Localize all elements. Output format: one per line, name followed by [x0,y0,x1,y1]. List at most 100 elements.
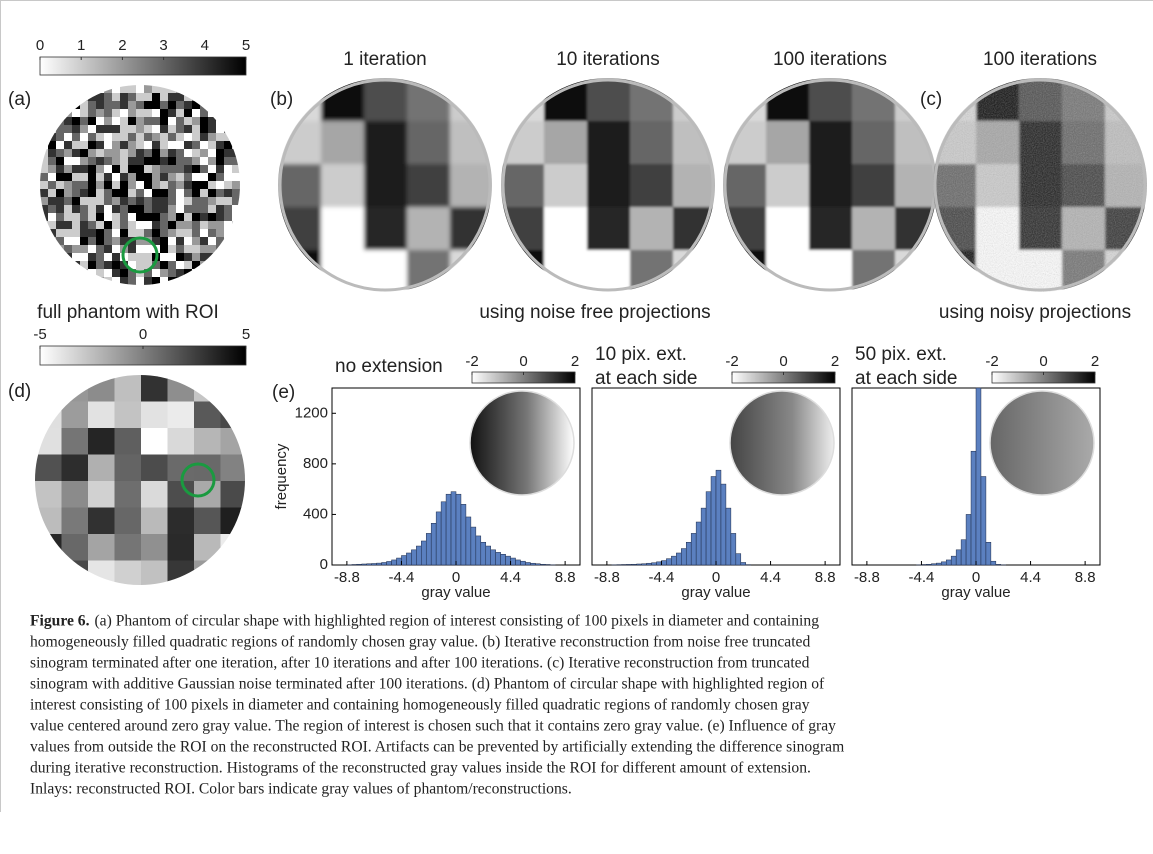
bar [535,564,540,565]
bar [525,562,530,565]
pixel [48,237,56,245]
pixel [216,125,224,133]
pixel [112,205,120,213]
pixel [64,149,72,157]
pixel [208,149,216,157]
bar [632,564,637,565]
bar [471,527,476,565]
block [630,207,674,251]
pixel [64,261,72,269]
bar [530,563,535,565]
pixel [64,109,72,117]
block [221,481,248,508]
inset [730,391,834,495]
bar [681,549,686,565]
block [766,164,810,208]
colorbar-tick-label: 3 [159,37,167,54]
block [809,121,853,165]
pixel [136,125,144,133]
pixel [64,245,72,253]
bar [976,388,981,565]
pixel [184,157,192,165]
pixel [160,237,168,245]
pixel [216,165,224,173]
pixel [160,245,168,253]
pixel [96,189,104,197]
pixel [96,117,104,125]
pixel [208,101,216,109]
pixel [120,221,128,229]
pixel [88,93,96,101]
pixel [120,101,128,109]
pixel [208,245,216,253]
pixel [80,109,88,117]
pixel [64,253,72,261]
pixel [56,125,64,133]
chart-title: at each side [595,368,697,389]
pixel [144,85,152,93]
block [321,164,365,208]
block [895,250,939,294]
pixel [88,141,96,149]
colorbar-tick-label: -2 [725,353,738,370]
pixel [112,253,120,261]
pixel [192,85,200,93]
pixel [176,141,184,149]
block [450,250,494,294]
pixel [176,93,184,101]
pixel [88,197,96,205]
pixel [40,197,48,205]
block [168,508,195,535]
pixel [136,181,144,189]
pixel [40,277,48,285]
pixel [96,221,104,229]
pixel [88,269,96,277]
pixel [104,237,112,245]
bar [416,546,421,565]
pixel [152,213,160,221]
x-tick-label: -4.4 [909,569,935,586]
pixel [56,133,64,141]
pixel [184,253,192,261]
pixel [184,277,192,285]
x-tick-label: 4.4 [500,569,521,586]
pixel [216,277,224,285]
pixel [200,173,208,181]
pixel [88,261,96,269]
colorbar-tick-label: 0 [519,353,527,370]
colorbar-tick-label: 4 [201,37,209,54]
pixel [168,205,176,213]
pixel [72,85,80,93]
block [723,250,767,294]
bar [721,484,726,565]
pixel [168,189,176,197]
pixel [104,221,112,229]
pixel [72,141,80,149]
pixel [96,205,104,213]
pixel [200,237,208,245]
pixel [184,229,192,237]
pixel [56,117,64,125]
pixel [192,93,200,101]
block [88,481,115,508]
pixel [48,213,56,221]
block [35,455,62,482]
bar [951,556,956,565]
reconstruction [720,75,940,295]
pixel [168,101,176,109]
pixel [192,253,200,261]
pixel [152,133,160,141]
bar [946,560,951,565]
pixel [208,133,216,141]
pixel [168,173,176,181]
block [407,121,451,165]
bar [466,517,471,565]
pixel [112,117,120,125]
pixel [160,181,168,189]
bar [367,564,372,565]
pixel [128,85,136,93]
pixel [64,157,72,165]
bar [981,477,986,566]
pixel [104,165,112,173]
pixel [104,149,112,157]
